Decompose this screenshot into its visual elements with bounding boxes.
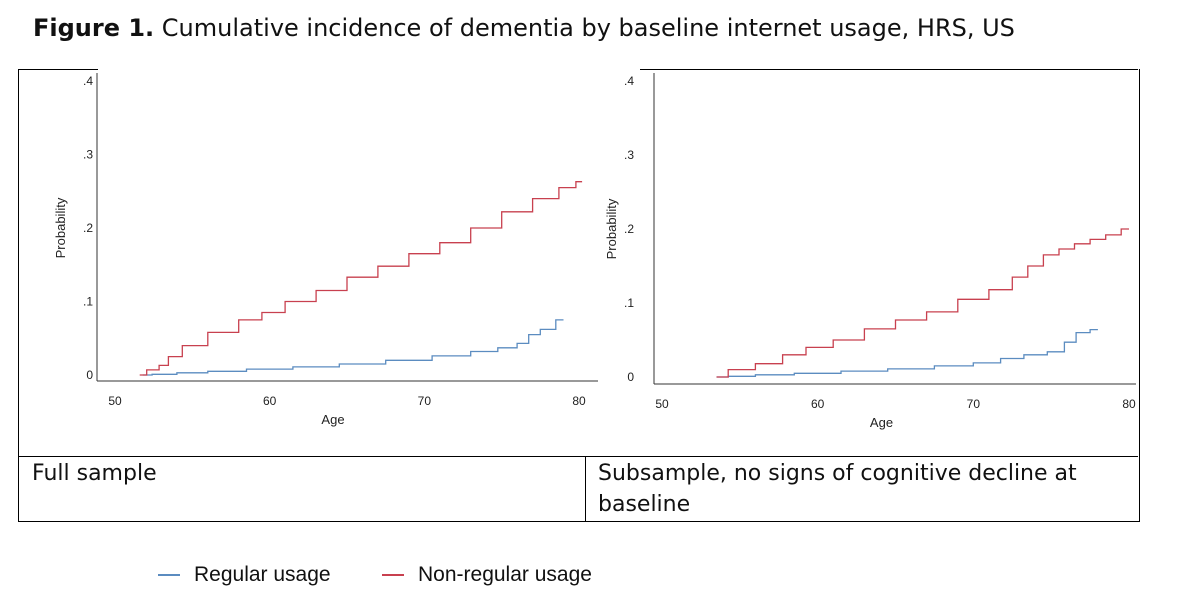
y-tick-label: .4 — [83, 74, 93, 88]
top-rule-left — [18, 69, 98, 70]
legend-regular-label: Regular usage — [194, 563, 331, 586]
panel-subsample: .4 .3 .2 .1 0 50 60 70 80 Age Probability — [604, 73, 1136, 430]
legend-regular-swatch — [158, 574, 180, 576]
x-tick-label: 70 — [967, 397, 981, 411]
panel-full-sample: .4 .3 .2 .1 0 50 60 70 80 Age Probability — [53, 73, 598, 427]
x-tick-label: 60 — [263, 394, 277, 408]
legend-nonregular-label: Non-regular usage — [418, 563, 592, 586]
caption-full-sample: Full sample — [32, 461, 157, 486]
y-tick-label: .3 — [624, 148, 634, 162]
series-regular-line-sub — [716, 328, 1098, 378]
y-tick-label: .2 — [624, 222, 634, 236]
x-tick-label: 80 — [1122, 397, 1136, 411]
x-tick-label: 50 — [108, 394, 122, 408]
y-tick-label: 0 — [86, 368, 93, 382]
caption-column-divider — [585, 456, 586, 521]
legend-nonregular-swatch — [382, 574, 404, 576]
y-tick-label: .4 — [624, 74, 634, 88]
figure-number: Figure 1. — [33, 14, 155, 42]
caption-subsample: Subsample, no signs of cognitive decline… — [598, 461, 1077, 517]
figure-title: Figure 1. Cumulative incidence of dement… — [33, 14, 1015, 42]
y-tick-label: .2 — [83, 221, 93, 235]
y-tick-label: 0 — [627, 370, 634, 384]
y-axis-label: Probability — [53, 197, 68, 258]
legend-nonregular: Non-regular usage — [382, 562, 592, 588]
series-regular-line-full — [142, 319, 564, 376]
legend-regular: Regular usage — [158, 562, 331, 588]
y-axis-label: Probability — [604, 198, 619, 259]
x-tick-label: 50 — [655, 397, 669, 411]
y-tick-label: .1 — [83, 295, 93, 309]
top-rule-right — [640, 69, 1138, 70]
x-tick-label: 80 — [572, 394, 586, 408]
x-axis-label: Age — [321, 412, 344, 427]
figure-frame — [18, 69, 1140, 522]
y-tick-label: .3 — [83, 148, 93, 162]
figure-title-text: Cumulative incidence of dementia by base… — [154, 14, 1015, 42]
y-tick-label: .1 — [624, 296, 634, 310]
x-tick-label: 60 — [811, 397, 825, 411]
x-tick-label: 70 — [418, 394, 432, 408]
caption-divider — [18, 456, 1138, 457]
series-nonregular-line-full — [139, 181, 583, 376]
x-axis-label: Age — [870, 415, 893, 430]
series-nonregular-line-sub — [716, 228, 1129, 378]
